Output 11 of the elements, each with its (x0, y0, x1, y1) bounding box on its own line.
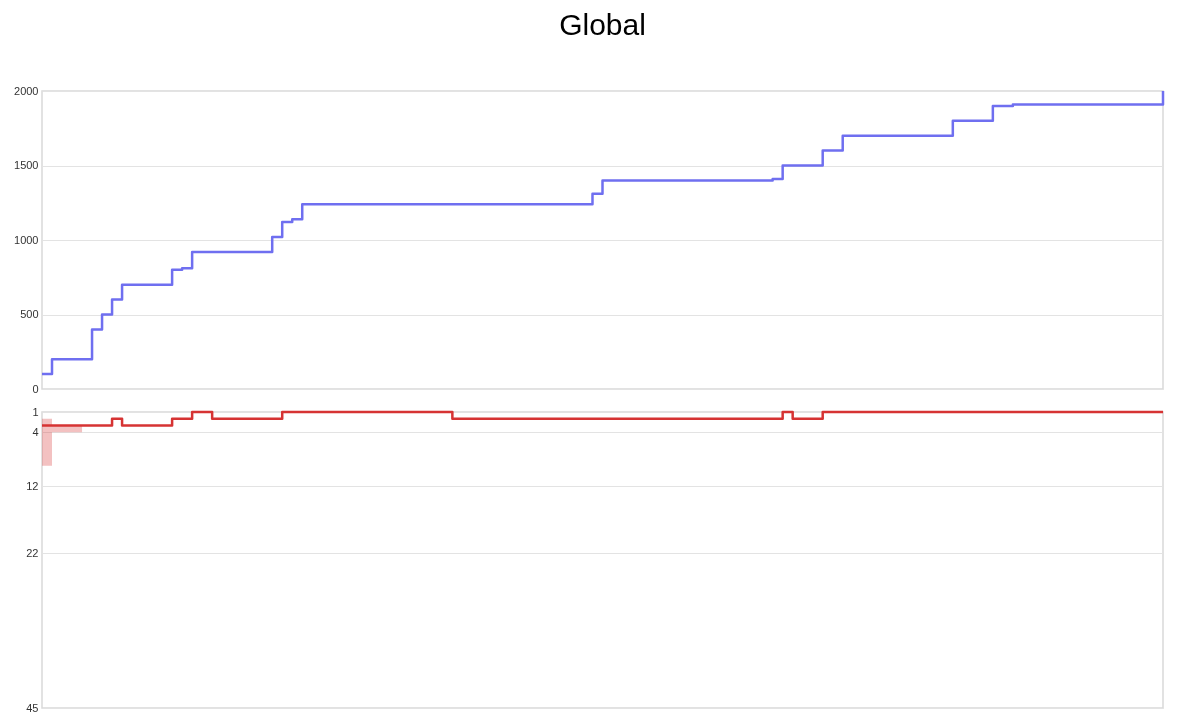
y-tick-label: 2000 (14, 84, 39, 97)
y-tick-label: 500 (20, 308, 39, 320)
y-tick-label: 0 (32, 382, 39, 395)
chart-title: Global (559, 8, 646, 41)
y-tick-label: 4 (32, 425, 39, 438)
y-tick-label: 1500 (14, 159, 39, 171)
y-tick-label: 1 (32, 405, 39, 418)
y-tick-label: 12 (26, 479, 39, 492)
y-tick-label: 1000 (14, 233, 39, 246)
y-tick-label: 22 (26, 546, 39, 559)
y-tick-label: 45 (26, 701, 39, 714)
